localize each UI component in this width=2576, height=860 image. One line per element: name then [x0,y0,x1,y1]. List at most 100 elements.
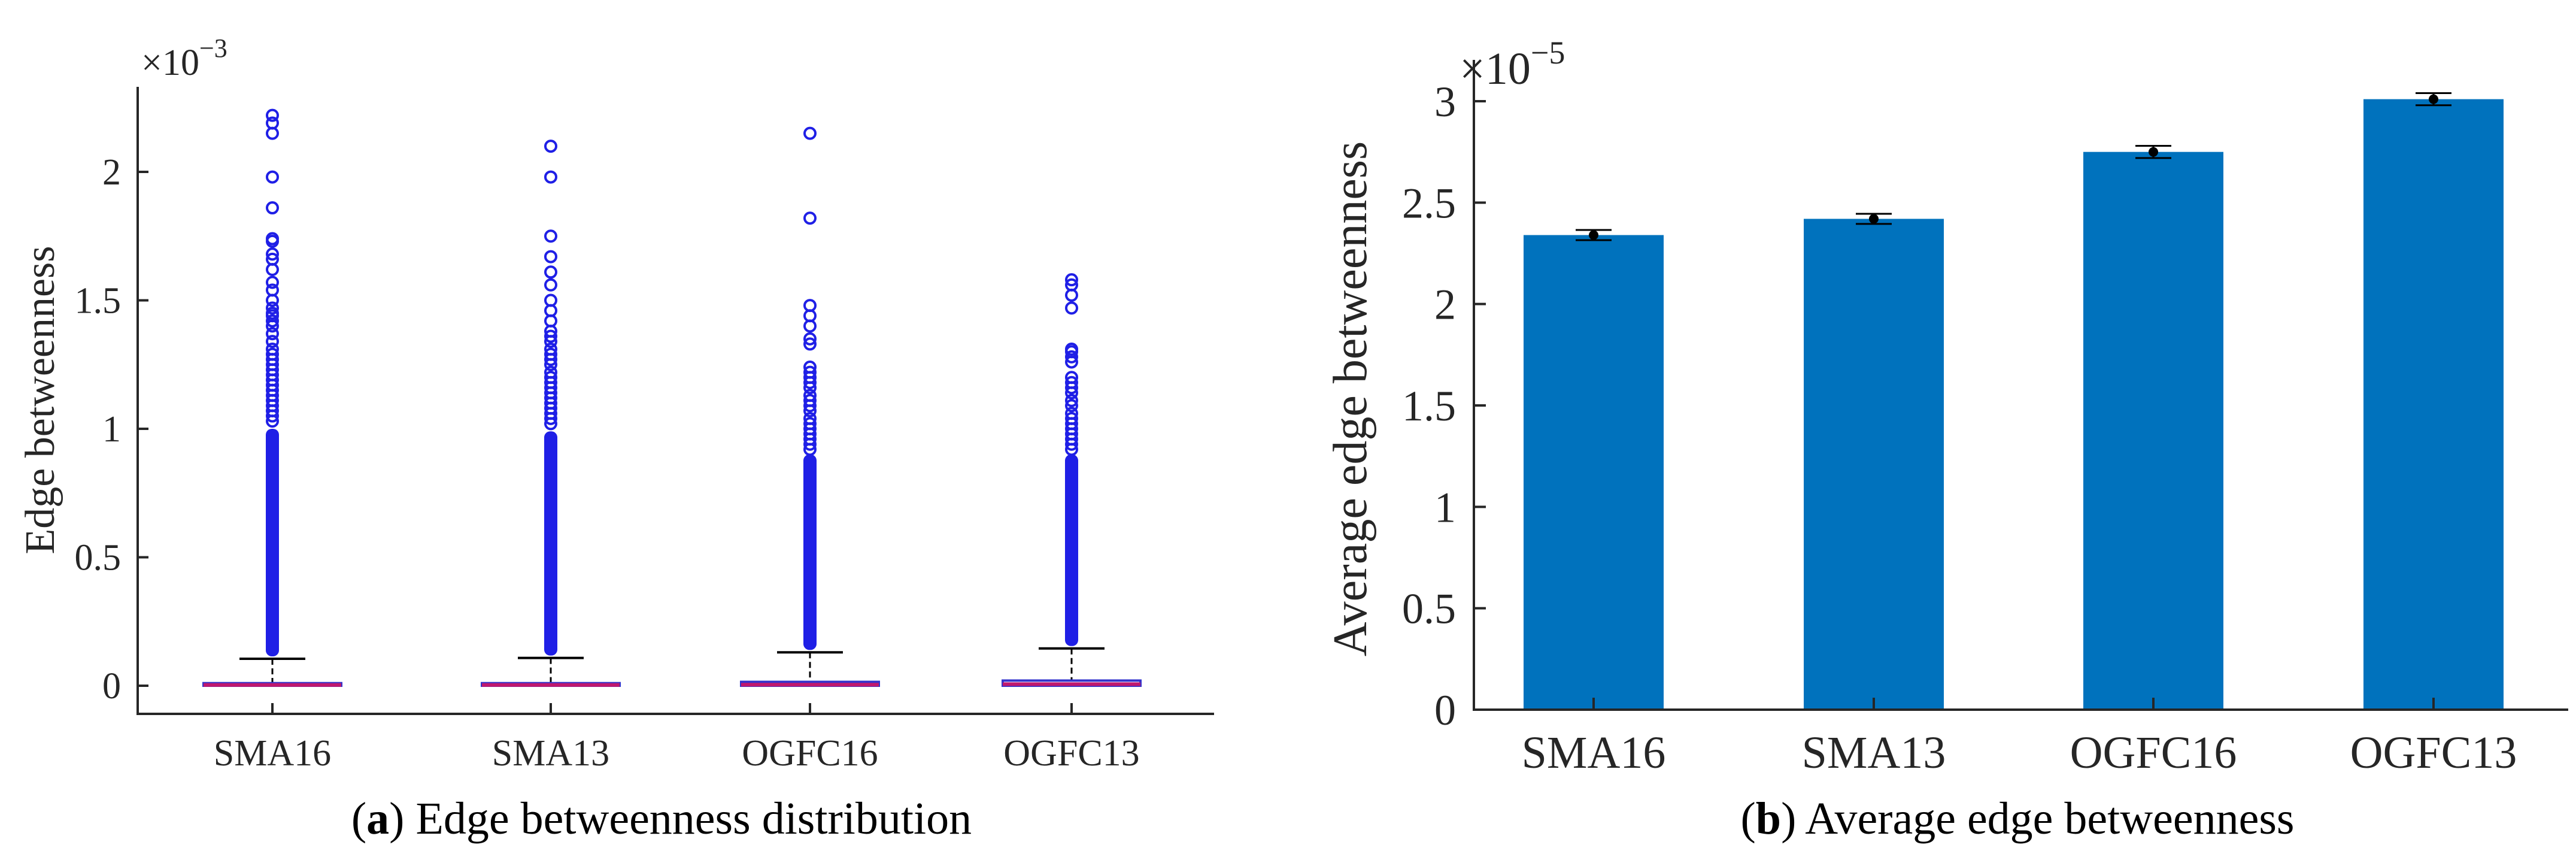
panel-a-outlier-point [266,201,279,215]
panel-b-bar [2363,99,2504,710]
panel-a-outlier-point [1065,393,1078,407]
panel-a-boxplot: 0 0.5 1 1.5 2 SMA16 SMA13 OGFC16 OGFC13 ×10−3 E… [17,34,1214,844]
panel-a-x-tick-label: OGFC16 [742,733,878,774]
panel-a-outlier-point [266,319,279,333]
panel-a-outlier-point [803,376,817,389]
panel-a-outlier-point [544,329,557,343]
panel-b-y-tick-label: 0.5 [1402,585,1456,633]
panel-a-outlier-point [1065,288,1078,302]
panel-a-outlier-point [1065,381,1078,395]
panel-b-caption: (b) Average edge betweenness [1740,794,2294,844]
panel-a-outlier-point [803,319,817,333]
panel-a-outlier-point [803,399,817,413]
panel-a-plot-area [202,108,1142,688]
panel-b-mean-marker [1589,230,1598,240]
panel-b-bar [2083,152,2223,710]
panel-b-x-tick-label: SMA16 [1522,728,1666,778]
panel-b-mean-marker [2429,94,2438,104]
panel-a-outlier-point [803,437,817,451]
panel-a-y-tick-label: 0.5 [75,538,122,579]
panel-a-axes [136,87,1214,715]
panel-b-y-tick-label: 1 [1434,483,1456,531]
panel-b-caption-letter: b [1756,794,1781,844]
panel-a-y-tick-label: 1.5 [75,281,122,322]
panel-a-outlier-point [803,211,817,225]
panel-a-outlier-cluster [266,429,279,656]
panel-a-caption-letter: a [366,794,389,844]
panel-b-multiplier-exp: −5 [1531,35,1565,71]
panel-b-x-tick-label: OGFC13 [2350,728,2517,778]
panel-b-y-ticks: 0 0.5 1 1.5 2 2.5 3 [1402,78,1486,734]
panel-a-outlier-point [1065,301,1078,315]
panel-a-outlier-point [266,126,279,140]
panel-b-y-tick-label: 1.5 [1402,382,1456,430]
panel-a-outlier-point [1065,273,1078,287]
panel-a-caption: (a) Edge betweenness distribution [351,794,972,844]
panel-b-multiplier: ×10−5 [1460,35,1565,94]
panel-a-outlier-point [266,314,279,328]
panel-a-outlier-point [1065,399,1078,413]
panel-a-outlier-point [544,411,557,425]
panel-a-y-tick-label: 2 [102,152,121,193]
panel-a-caption-text: Edge betweenness distribution [415,794,972,844]
panel-b-x-ticks: SMA16 SMA13 OGFC16 OGFC13 [1522,698,2517,778]
panel-a-outlier-point [266,247,279,261]
panel-b-bar [1524,235,1664,710]
panel-a-outlier-point [544,229,557,243]
panel-a-outlier-point [266,263,279,277]
panel-b-y-tick-label: 0 [1434,686,1456,734]
panel-a-outlier-point [1065,386,1078,399]
panel-a-x-tick-label: SMA13 [492,733,609,774]
panel-b-x-tick-label: SMA13 [1802,728,1946,778]
panel-a-outlier-point [1065,350,1078,364]
panel-a-outlier-point [266,170,279,184]
panel-a-outlier-point [266,409,279,423]
panel-a-outlier-point [544,265,557,279]
panel-a-outlier-point [266,327,279,341]
panel-b-y-tick-label: 2 [1434,281,1456,329]
panel-b-y-tick-label: 3 [1434,78,1456,126]
panel-b-barchart: 0 0.5 1 1.5 2 2.5 3 SMA16 SMA13 OGFC16 OGFC13 ×10… [1324,35,2568,844]
panel-a-outlier-point [1065,443,1078,456]
panel-a-outlier-point [803,443,817,456]
panel-b-bars [1524,92,2504,710]
panel-a-outlier-point [544,278,557,292]
panel-a-multiplier-base: ×10 [141,43,199,83]
panel-a-outlier-point [803,404,817,417]
panel-a-outlier-point [266,335,279,349]
panel-a-outlier-point [803,332,817,346]
panel-a-multiplier-exp: −3 [199,34,227,63]
panel-a-outlier-point [544,335,557,349]
panel-a-outlier-cluster [1065,454,1078,646]
panel-a-outlier-point [266,234,279,248]
panel-a-outlier-point [803,337,817,351]
panel-a-multiplier: ×10−3 [141,34,227,83]
panel-a-outlier-point [544,170,557,184]
panel-a-outlier-point [266,275,279,289]
panel-a-outlier-point [544,140,557,153]
panel-b-mean-marker [2149,147,2158,157]
panel-a-outlier-point [266,293,279,307]
panel-a-outlier-cluster [544,431,557,656]
panel-a-y-ticks: 0 0.5 1 1.5 2 [75,152,148,707]
panel-a-x-ticks: SMA16 SMA13 OGFC16 OGFC13 [214,703,1140,774]
panel-b-y-axis-label: Average edge betweenness [1324,141,1377,656]
panel-a-outlier-point [266,108,279,122]
panel-a-outlier-point [544,417,557,431]
panel-a-x-tick-label: SMA16 [214,733,331,774]
panel-a-y-tick-label: 1 [102,409,121,450]
panel-a-outlier-cluster [803,454,817,650]
panel-a-outlier-point [1065,355,1078,369]
panel-a-outlier-point [266,301,279,315]
panel-a-y-tick-label: 0 [102,666,121,707]
panel-b-mean-marker [1869,214,1879,224]
panel-a-outlier-point [803,381,817,395]
panel-a-y-axis-label: Edge betweenness [17,246,63,554]
panel-a-x-tick-label: OGFC13 [1003,733,1139,774]
panel-b-y-tick-label: 2.5 [1402,179,1456,227]
panel-b-x-tick-label: OGFC16 [2070,728,2237,778]
panel-a-outlier-point [544,353,557,367]
panel-b-multiplier-base: ×10 [1460,44,1531,94]
panel-b-caption-text: Average edge betweenness [1805,794,2294,844]
